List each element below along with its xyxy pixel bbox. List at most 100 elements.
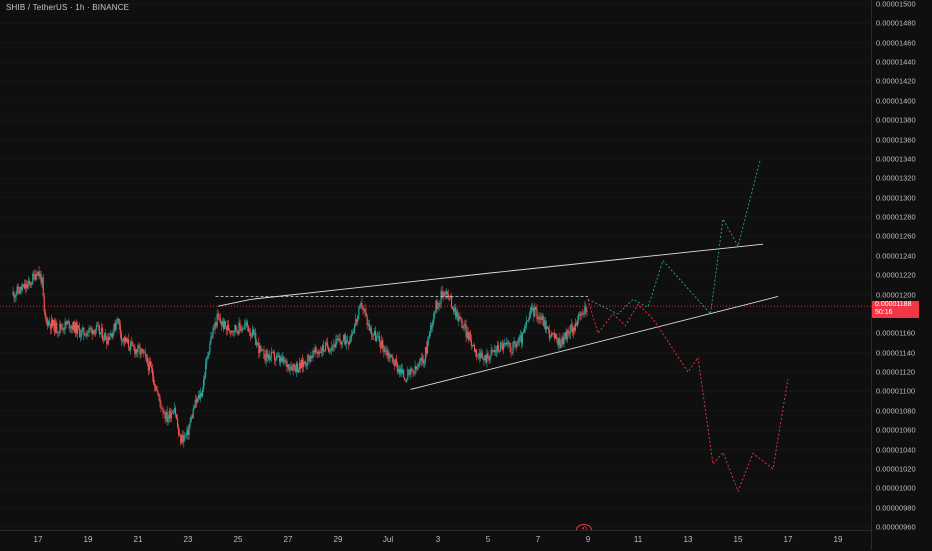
candle-body [374, 331, 377, 341]
candle-body [453, 309, 455, 312]
candle-body [35, 274, 37, 280]
symbol-title[interactable]: SHIB / TetherUS · 1h · BINANCE [6, 3, 130, 12]
candle-body [407, 369, 409, 380]
price-axis[interactable]: 0.00001500 0.00001480 0.00001460 0.00001440… [871, 0, 932, 550]
candle-body [450, 296, 453, 307]
candle-body [73, 321, 76, 333]
candle-body [349, 339, 352, 342]
candle-body [389, 356, 391, 359]
candle-body [55, 322, 57, 333]
candle-body [213, 328, 215, 330]
candle-body [132, 342, 134, 346]
candle-body [230, 330, 232, 333]
chart-area[interactable]: SHIB / TetherUS · 1h · BINANCE ⟲ [0, 0, 871, 536]
candle-body [123, 337, 126, 343]
candle-body [523, 328, 526, 333]
candle-body [351, 333, 354, 335]
candle-body [499, 343, 502, 352]
candle-body [475, 349, 478, 356]
candle-body [562, 337, 564, 344]
candle-body [360, 303, 362, 306]
candle-body [165, 411, 167, 419]
candle-body [371, 334, 373, 336]
candle-body [560, 345, 562, 349]
candle-body [297, 369, 300, 373]
candle-body [485, 355, 487, 363]
candle-body [433, 313, 435, 321]
candle-body [528, 319, 530, 321]
candle-body [337, 338, 339, 341]
price-tick-label: 0.00001080 [876, 406, 916, 416]
candle-body [282, 356, 284, 362]
candle-body [25, 283, 28, 288]
candle-body [166, 411, 168, 422]
candle-body [415, 366, 417, 370]
candle-body [228, 324, 230, 331]
candle-body [292, 364, 294, 371]
price-tick-label: 0.00001120 [876, 367, 916, 377]
candle-body [494, 350, 496, 352]
candle-body [487, 353, 489, 359]
candle-body [412, 369, 414, 373]
candle-body [32, 273, 34, 284]
time-tick-label: 11 [633, 535, 643, 544]
candle-body [533, 307, 535, 317]
candle-body [289, 368, 291, 371]
candle-body [438, 302, 440, 307]
candle-body [324, 342, 327, 352]
candle-body [468, 332, 470, 340]
candle-body [553, 332, 555, 334]
candle-body [479, 353, 481, 359]
candle-body [254, 332, 256, 334]
candle-body [110, 333, 112, 337]
candle-body [61, 327, 63, 329]
candle-body [404, 377, 406, 380]
candle-body [372, 334, 375, 336]
candle-body [244, 324, 246, 326]
candle-body [106, 340, 108, 344]
candle-body [550, 333, 553, 337]
candle-body [116, 321, 118, 323]
candle-body [493, 350, 495, 352]
candle-body [134, 347, 136, 355]
candle-body [113, 324, 115, 332]
candle-body [434, 311, 436, 314]
time-axis[interactable]: 17 19 21 23 25 27 29 Jul 3 5 7 9 11 13 15 17 19 [0, 530, 871, 551]
candle-body [105, 333, 107, 341]
candle-body [368, 323, 370, 331]
last-price-value: 0.00001188 [875, 301, 912, 308]
candle-body [512, 342, 514, 353]
candle-body [472, 345, 475, 346]
candle-body [122, 337, 125, 341]
time-tick-label: 5 [485, 535, 491, 544]
candle-body [567, 330, 569, 334]
candle-body [247, 326, 250, 332]
candle-body [425, 347, 428, 354]
candle-body [424, 347, 427, 362]
candle-body [354, 324, 356, 332]
price-chart[interactable] [0, 0, 871, 530]
candle-body [496, 345, 498, 352]
price-tick-label: 0.00001100 [876, 386, 916, 396]
candle-body [334, 344, 336, 348]
candle-body [68, 321, 70, 329]
candle-body [24, 283, 27, 289]
candle-body [543, 320, 545, 326]
candle-body [63, 329, 65, 331]
candle-body [586, 311, 588, 312]
candle-body [234, 325, 236, 332]
candle-body [140, 348, 142, 355]
candle-body [88, 327, 90, 332]
candle-body [309, 355, 311, 362]
candle-body [430, 325, 432, 332]
candle-body [194, 399, 196, 408]
candle-body [583, 313, 585, 315]
candle-body [548, 329, 551, 339]
candle-body [258, 342, 260, 354]
candle-body [388, 352, 390, 359]
candle-body [513, 341, 515, 343]
candle-body [541, 315, 543, 320]
candle-body [148, 361, 151, 371]
candle-body [504, 343, 506, 344]
time-tick-label: 21 [133, 535, 143, 544]
